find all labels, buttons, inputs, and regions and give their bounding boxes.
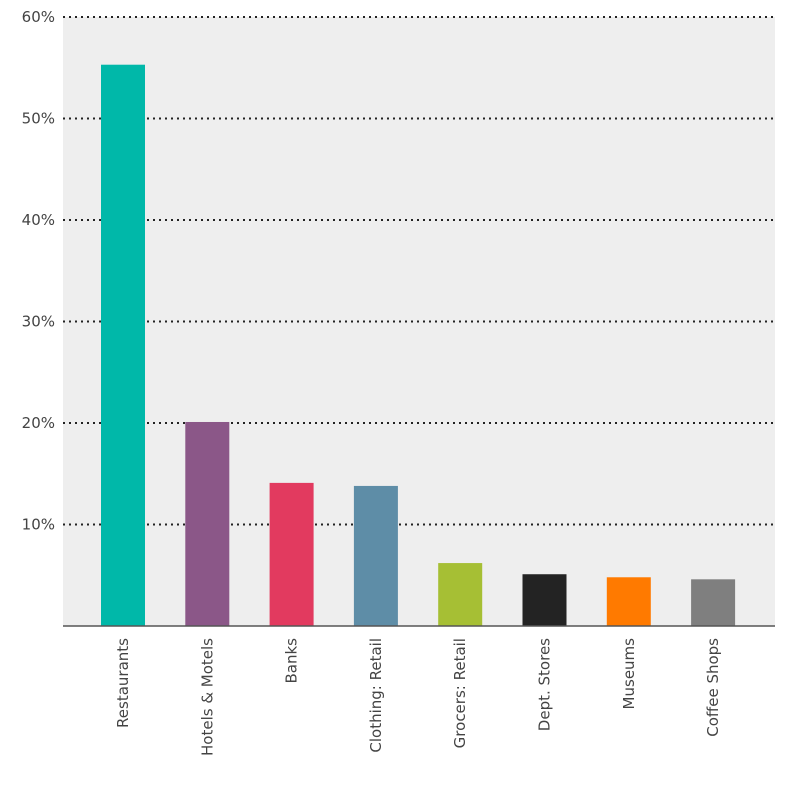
bar [185,421,230,626]
y-tick-label: 50% [22,110,55,128]
x-category-label: Museums [620,638,638,710]
bar [438,563,483,626]
x-axis-category-labels: Restaurants Hotels & Motels Banks Clothing:… [114,638,722,756]
x-category-label: Hotels & Motels [198,638,216,756]
x-category-label: Banks [283,638,301,684]
bars [101,64,736,626]
x-category-label: Restaurants [114,638,132,728]
y-tick-label: 30% [22,313,55,331]
x-category-label: Dept. Stores [536,638,554,731]
y-axis-ticks: 10% 20% 30% 40% 50% 60% [22,8,55,534]
y-tick-label: 60% [22,8,55,26]
bar [353,485,398,626]
bar [101,64,145,626]
bar [691,579,736,626]
bar [606,577,651,626]
x-category-label: Coffee Shops [704,638,722,737]
x-category-label: Clothing: Retail [367,638,385,753]
y-tick-label: 20% [22,414,55,432]
gridlines [63,16,775,526]
y-tick-label: 10% [22,516,55,534]
y-tick-label: 40% [22,211,55,229]
bar [522,574,567,626]
x-category-label: Grocers: Retail [451,638,469,748]
bar [269,482,314,626]
